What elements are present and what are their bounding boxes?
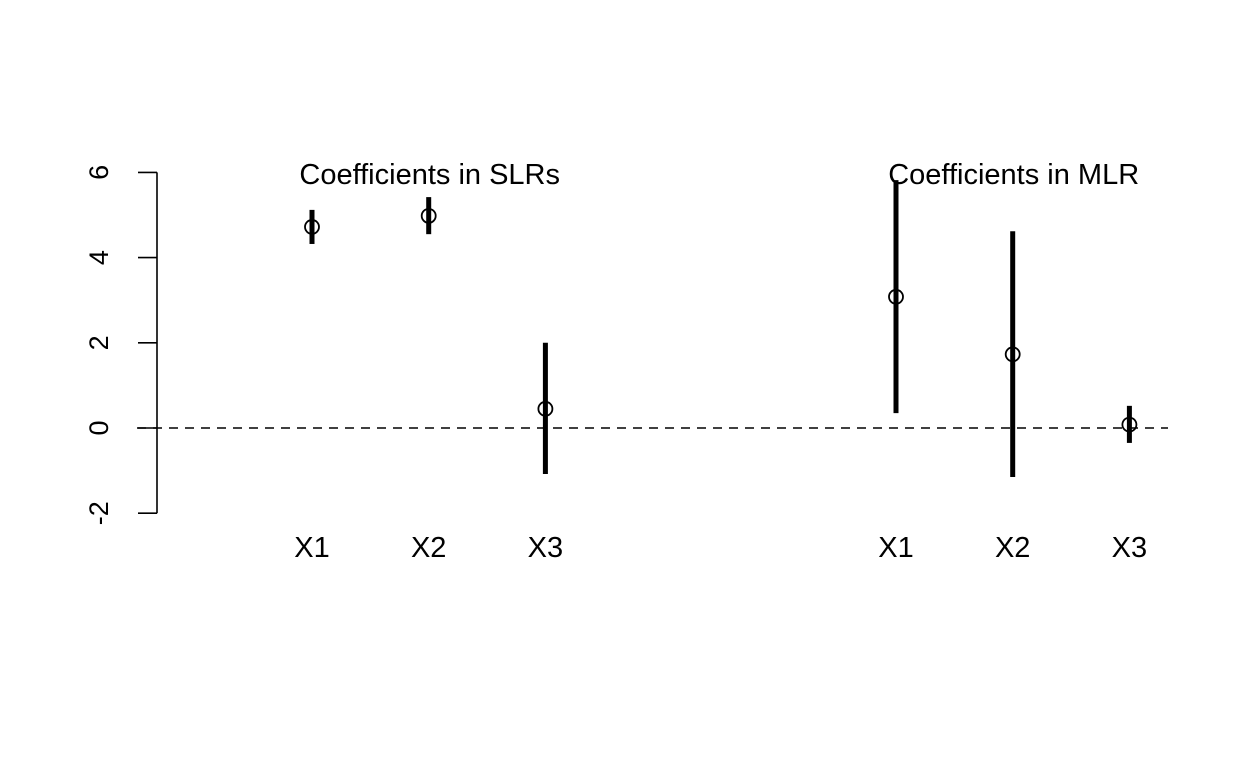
category-label: X1 <box>294 532 329 564</box>
estimate-point <box>1004 346 1021 363</box>
y-tick-label: 4 <box>84 250 114 265</box>
estimate-point <box>1121 416 1138 433</box>
category-label: X3 <box>528 532 563 564</box>
estimate-point <box>420 207 437 224</box>
group-label: Coefficients in SLRs <box>299 159 560 191</box>
category-label: X2 <box>995 532 1030 564</box>
estimate-point <box>888 288 904 305</box>
group-label: Coefficients in MLR <box>888 159 1139 191</box>
y-tick-label: -2 <box>84 501 114 525</box>
category-label: X1 <box>878 532 913 564</box>
category-label: X3 <box>1112 532 1147 564</box>
y-tick-label: 2 <box>84 335 114 350</box>
category-label: X2 <box>411 532 446 564</box>
y-tick-label: 0 <box>84 420 114 435</box>
estimate-point <box>537 400 554 417</box>
estimate-point <box>304 219 320 235</box>
y-tick-label: 6 <box>84 165 114 180</box>
